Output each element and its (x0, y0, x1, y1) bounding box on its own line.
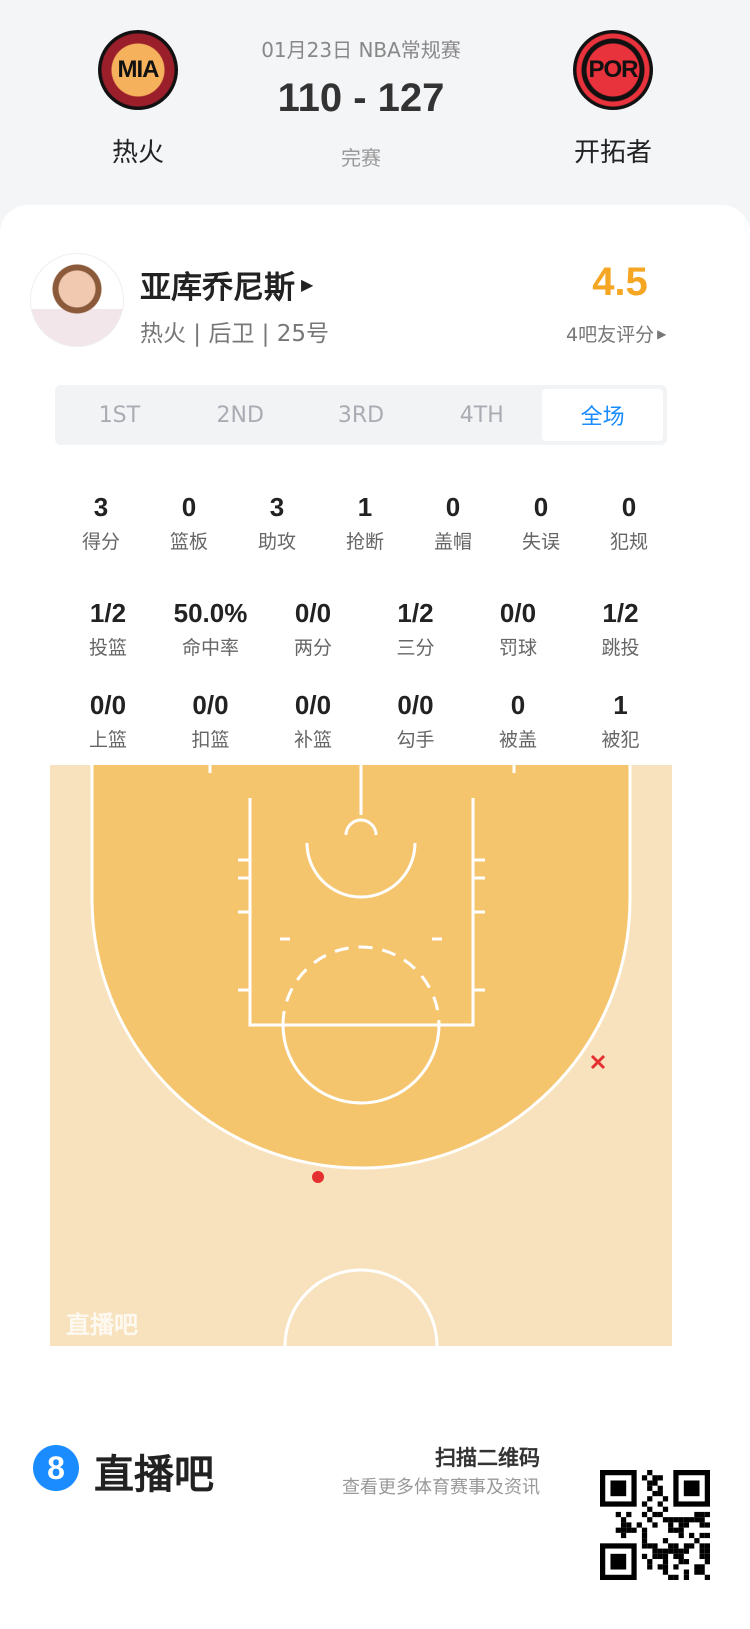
stat-value: 0/0 (499, 598, 537, 628)
shot-missed-marker (590, 1054, 606, 1070)
stat-label: 抢断 (345, 531, 384, 553)
stat-stats_row3-4: 0 被盖 (468, 690, 568, 752)
stat-value: 0 (533, 492, 549, 522)
stat-label: 篮板 (169, 531, 208, 553)
stat-label: 被犯 (601, 729, 640, 751)
stat-value: 1/2 (602, 598, 639, 628)
stat-stats_row3-5: 1 被犯 (571, 690, 671, 752)
stat-value: 50.0% (173, 598, 248, 628)
stat-stats_row1-4: 0 盖帽 (403, 492, 503, 554)
shot-chart: 直播吧 (50, 765, 672, 1346)
lane-hash-marks (238, 858, 485, 992)
stat-stats_row2-5: 1/2 跳投 (571, 598, 671, 660)
tab-2nd[interactable]: 2ND (216, 402, 264, 428)
brand-name: 直播吧 (94, 1452, 214, 1498)
stat-label: 罚球 (498, 637, 537, 659)
rating-link[interactable]: 4吧友评分 ▶ (566, 320, 666, 347)
player-name: 亚库乔尼斯 (140, 270, 295, 306)
stat-label: 被盖 (498, 729, 537, 751)
brand-logo-icon: 8 (33, 1445, 79, 1491)
caret-right-icon: ▶ (301, 275, 314, 294)
player-rating: 4.5 (592, 260, 648, 304)
game-score: 110 - 127 (277, 76, 445, 120)
home-team-name: 热火 (111, 138, 164, 168)
stat-stats_row1-2: 3 助攻 (227, 492, 327, 554)
qr-code[interactable] (600, 1470, 710, 1580)
rim (344, 818, 378, 836)
free-throw-circle-top (281, 945, 441, 1026)
stat-label: 三分 (396, 637, 435, 659)
home-team-logo[interactable]: MIA (98, 30, 178, 110)
stat-value: 0 (445, 492, 461, 522)
stat-label: 助攻 (257, 531, 296, 553)
free-throw-circle-bottom (281, 1024, 441, 1105)
restricted-arc (305, 842, 417, 899)
period-tabs: 1ST 2ND 3RD 4TH 全场 (55, 385, 667, 445)
player-avatar[interactable] (30, 253, 124, 347)
stat-value: 1 (613, 690, 628, 720)
court-ticks (208, 765, 516, 941)
stat-label: 两分 (293, 637, 332, 659)
stat-stats_row3-0: 0/0 上篮 (58, 690, 158, 752)
stat-label: 勾手 (396, 729, 435, 751)
stat-value: 0 (181, 492, 197, 522)
stat-value: 0/0 (89, 690, 127, 720)
center-circle (283, 1268, 439, 1346)
stat-stats_row2-4: 0/0 罚球 (468, 598, 568, 660)
tab-full-game[interactable]: 全场 (542, 389, 663, 441)
rating-label: 4吧友评分 (566, 324, 655, 346)
stat-label: 投篮 (88, 637, 127, 659)
stat-stats_row1-0: 3 得分 (51, 492, 151, 554)
stat-stats_row2-3: 1/2 三分 (366, 598, 466, 660)
stat-stats_row1-5: 0 失误 (491, 492, 591, 554)
caret-right-icon: ▶ (657, 326, 667, 341)
stat-label: 补篮 (293, 729, 332, 751)
stat-value: 3 (93, 492, 109, 522)
tab-3rd[interactable]: 3RD (337, 402, 385, 428)
stat-label: 得分 (81, 531, 120, 553)
away-team-logo[interactable]: POR (573, 30, 653, 110)
three-point-line (90, 765, 632, 1170)
three-point-area (92, 765, 630, 1168)
stat-label: 跳投 (601, 637, 640, 659)
stat-value: 0 (510, 690, 526, 720)
away-team-name: 开拓者 (573, 138, 652, 168)
court-watermark: 直播吧 (66, 1311, 138, 1339)
scan-qr-label: 扫描二维码 (435, 1446, 540, 1470)
stat-value: 0/0 (294, 690, 332, 720)
stat-value: 1/2 (89, 598, 127, 628)
shot-made-marker (312, 1171, 324, 1183)
stat-stats_row2-2: 0/0 两分 (263, 598, 363, 660)
stat-value: 1 (357, 492, 373, 522)
stat-stats_row1-6: 0 犯规 (579, 492, 679, 554)
stat-stats_row3-3: 0/0 勾手 (366, 690, 466, 752)
stat-value: 3 (269, 492, 285, 522)
player-info: 热火 | 后卫 | 25号 (140, 321, 330, 347)
stat-stats_row2-1: 50.0% 命中率 (161, 598, 261, 660)
game-status: 完赛 (341, 146, 381, 170)
stat-value: 0/0 (192, 690, 229, 720)
stat-value: 1/2 (397, 598, 434, 628)
game-date-league: 01月23日 NBA常规赛 (261, 38, 461, 62)
stat-stats_row1-3: 1 抢断 (315, 492, 415, 554)
stat-stats_row2-0: 1/2 投篮 (58, 598, 158, 660)
stat-label: 上篮 (88, 729, 127, 751)
stat-value: 0/0 (397, 690, 434, 720)
stat-label: 扣篮 (191, 729, 230, 751)
stat-stats_row3-1: 0/0 扣篮 (161, 690, 261, 752)
stat-stats_row3-2: 0/0 补篮 (263, 690, 363, 752)
stat-label: 命中率 (181, 637, 239, 659)
stat-value: 0 (621, 492, 637, 522)
scan-qr-sub: 查看更多体育赛事及资讯 (342, 1477, 540, 1498)
stat-value: 0/0 (294, 598, 332, 628)
stat-label: 盖帽 (433, 531, 472, 553)
stat-label: 犯规 (609, 531, 648, 553)
player-name-link[interactable]: 亚库乔尼斯 ▶ (140, 262, 313, 307)
stat-label: 失误 (521, 531, 560, 553)
tab-1st[interactable]: 1ST (98, 402, 141, 428)
tab-4th[interactable]: 4TH (459, 402, 504, 428)
stat-stats_row1-1: 0 篮板 (139, 492, 239, 554)
